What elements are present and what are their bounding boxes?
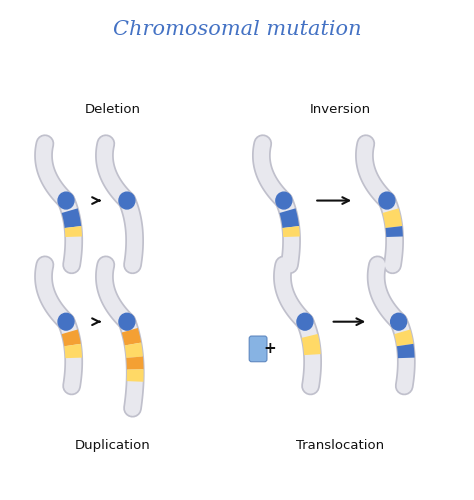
Circle shape [276, 192, 292, 209]
Circle shape [119, 192, 135, 209]
Circle shape [58, 314, 74, 330]
Text: Inversion: Inversion [310, 102, 371, 116]
Text: Chromosomal mutation: Chromosomal mutation [113, 20, 361, 40]
Text: Translocation: Translocation [296, 439, 384, 452]
Circle shape [379, 192, 395, 209]
Text: +: + [264, 342, 276, 356]
FancyBboxPatch shape [249, 336, 267, 361]
Circle shape [391, 314, 407, 330]
Circle shape [297, 314, 313, 330]
Circle shape [58, 192, 74, 209]
Text: Duplication: Duplication [75, 439, 151, 452]
Text: Deletion: Deletion [85, 102, 141, 116]
Circle shape [119, 314, 135, 330]
